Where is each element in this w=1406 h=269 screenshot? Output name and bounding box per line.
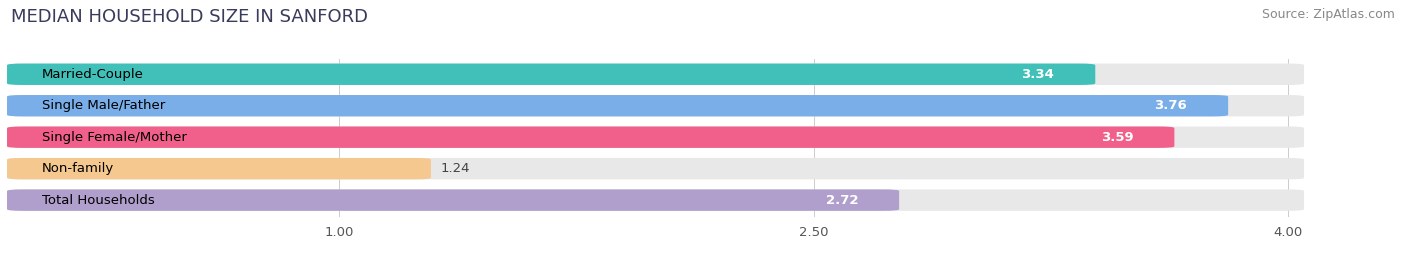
FancyBboxPatch shape (7, 63, 1305, 85)
Text: MEDIAN HOUSEHOLD SIZE IN SANFORD: MEDIAN HOUSEHOLD SIZE IN SANFORD (11, 8, 368, 26)
Text: Total Households: Total Households (42, 194, 155, 207)
FancyBboxPatch shape (7, 63, 1095, 85)
Text: 3.59: 3.59 (1101, 131, 1133, 144)
FancyBboxPatch shape (7, 126, 1305, 148)
Text: 2.72: 2.72 (825, 194, 858, 207)
Text: 3.76: 3.76 (1154, 99, 1187, 112)
FancyBboxPatch shape (7, 95, 1305, 116)
Text: Single Female/Mother: Single Female/Mother (42, 131, 187, 144)
Text: Source: ZipAtlas.com: Source: ZipAtlas.com (1261, 8, 1395, 21)
Text: Married-Couple: Married-Couple (42, 68, 143, 81)
FancyBboxPatch shape (7, 158, 1305, 179)
Text: 1.24: 1.24 (440, 162, 470, 175)
Text: Non-family: Non-family (42, 162, 114, 175)
FancyBboxPatch shape (7, 189, 900, 211)
FancyBboxPatch shape (7, 158, 432, 179)
Text: Single Male/Father: Single Male/Father (42, 99, 165, 112)
FancyBboxPatch shape (7, 126, 1174, 148)
FancyBboxPatch shape (7, 95, 1229, 116)
Text: 3.34: 3.34 (1021, 68, 1054, 81)
FancyBboxPatch shape (7, 189, 1305, 211)
